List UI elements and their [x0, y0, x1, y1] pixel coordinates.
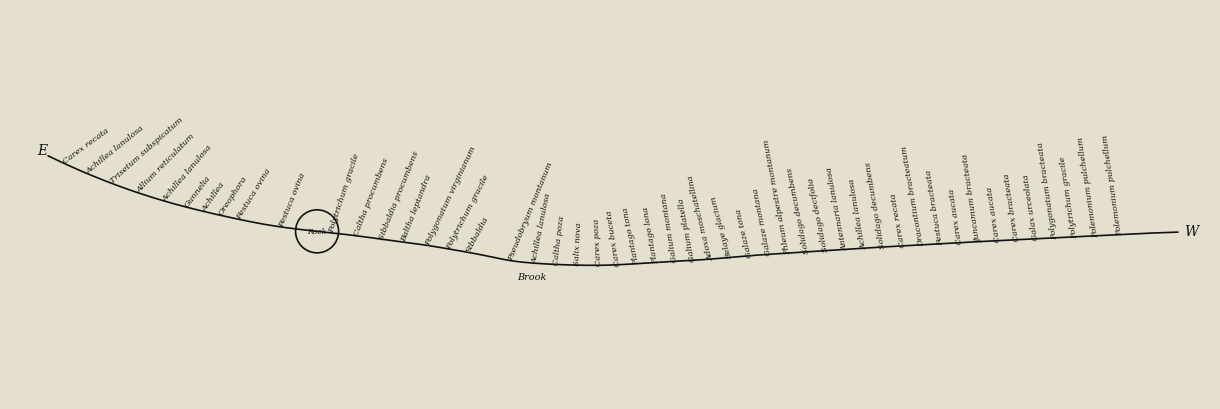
Text: Achillea lanulosa: Achillea lanulosa — [848, 178, 869, 249]
Text: Polytrichum gracile: Polytrichum gracile — [1059, 155, 1078, 238]
Text: Carex bracteata: Carex bracteata — [1003, 172, 1021, 241]
Text: Polygonatum virginianum: Polygonatum virginianum — [423, 145, 477, 246]
Text: Galium montana: Galium montana — [660, 192, 680, 263]
Text: Achillea: Achillea — [200, 180, 227, 213]
Text: Caltha procumbens: Caltha procumbens — [353, 157, 390, 237]
Text: Baltha leptandra: Baltha leptandra — [399, 174, 433, 243]
Text: Galaze tona: Galaze tona — [734, 207, 754, 258]
Text: Gunnelia: Gunnelia — [183, 173, 212, 208]
Text: Oreophora: Oreophora — [217, 174, 249, 216]
Text: Carex recata: Carex recata — [889, 192, 906, 247]
Text: Sibbaldia procumbens: Sibbaldia procumbens — [378, 149, 421, 240]
Text: Juncamum bracteata: Juncamum bracteata — [963, 154, 983, 243]
Text: Polemonium pulchellum: Polemonium pulchellum — [1102, 134, 1124, 236]
Text: Galium platella: Galium platella — [677, 197, 698, 262]
Text: Pseudobryum montanum: Pseudobryum montanum — [508, 161, 555, 261]
Text: Phleum alpestre montanum: Phleum alpestre montanum — [762, 138, 792, 255]
Text: Solidago decumbens: Solidago decumbens — [786, 166, 811, 254]
Text: Polygonatum bracteata: Polygonatum bracteata — [1037, 141, 1059, 239]
Text: Achillea lanulosa: Achillea lanulosa — [161, 143, 215, 202]
Text: Carex poza: Carex poza — [593, 218, 603, 266]
Text: Festuca ovina: Festuca ovina — [235, 166, 272, 220]
Text: Polytrichum gracile: Polytrichum gracile — [327, 153, 361, 234]
Text: Galaze montana: Galaze montana — [752, 187, 772, 256]
Text: Carex recata: Carex recata — [61, 126, 110, 165]
Text: Antennaria lanulosa: Antennaria lanulosa — [826, 166, 849, 251]
Text: Plantago tona: Plantago tona — [622, 206, 641, 265]
Text: Achillea lanulosa: Achillea lanulosa — [531, 192, 553, 264]
Text: Plantago lona: Plantago lona — [642, 206, 660, 264]
Text: Salix nova: Salix nova — [573, 222, 583, 265]
Text: Caltha poza: Caltha poza — [551, 214, 566, 265]
Text: Carex aucata: Carex aucata — [948, 187, 964, 244]
Text: Festuca ovina: Festuca ovina — [277, 171, 307, 228]
Text: Rock: Rock — [307, 228, 327, 236]
Text: Brook: Brook — [517, 273, 547, 282]
Text: Polemonium pulchellum: Polemonium pulchellum — [1077, 135, 1100, 237]
Text: Allium reticulatum: Allium reticulatum — [135, 132, 196, 194]
Text: Solidago decumbens: Solidago decumbens — [865, 161, 887, 249]
Text: Solidago decifolia: Solidago decifolia — [808, 177, 830, 252]
Text: Carex aucata: Carex aucata — [986, 185, 1002, 242]
Text: Dracontium bracteatum: Dracontium bracteatum — [900, 144, 926, 246]
Text: Galax urceolata: Galax urceolata — [1022, 173, 1041, 240]
Text: Achillea lanulosa: Achillea lanulosa — [85, 124, 146, 175]
Text: Sibbaldia: Sibbaldia — [465, 215, 490, 253]
Text: Adoxa moschatellina: Adoxa moschatellina — [687, 174, 715, 261]
Text: Carex buceta: Carex buceta — [605, 209, 622, 266]
Text: Trisetum subspicatum: Trisetum subspicatum — [109, 116, 184, 185]
Text: W: W — [1183, 225, 1198, 239]
Text: Polytrichum gracile: Polytrichum gracile — [445, 173, 490, 250]
Text: Belaye glacium: Belaye glacium — [710, 195, 734, 259]
Text: Festuca bracteata: Festuca bracteata — [925, 169, 944, 245]
Text: E: E — [37, 144, 48, 157]
